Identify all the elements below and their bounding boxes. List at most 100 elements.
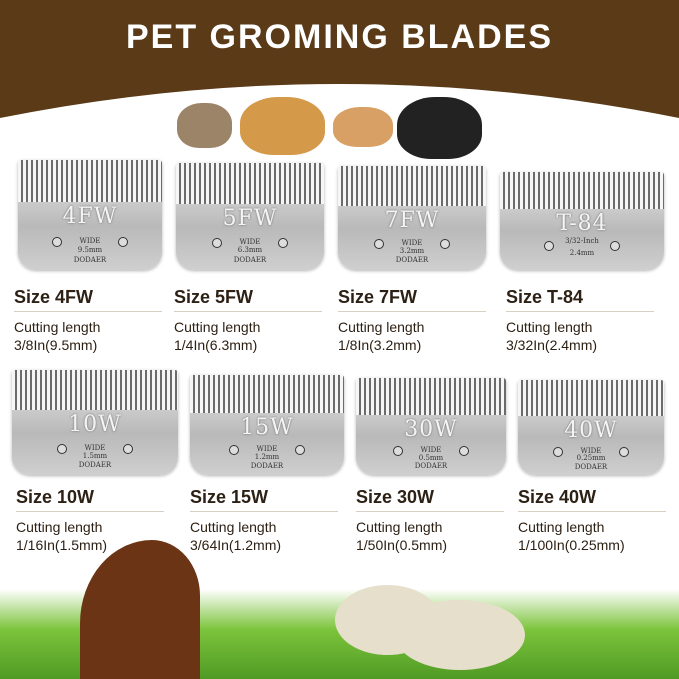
size-label: Size 5FW xyxy=(174,287,322,312)
blade-code: 15W xyxy=(240,415,294,440)
horse-photo xyxy=(80,540,200,679)
blade-code: T-84 xyxy=(556,211,608,237)
blade-teeth xyxy=(190,375,344,413)
blade-label: Size 40W Cutting length 1/100In(0.25mm) xyxy=(518,487,666,554)
cutting-length: 3/64In(1.2mm) xyxy=(190,537,282,553)
blade-teeth xyxy=(500,172,664,210)
cutting-label: Cutting length xyxy=(190,519,277,535)
blade-teeth xyxy=(518,380,664,417)
cutting-label: Cutting length xyxy=(518,519,605,535)
blade-wide: 3/32-Inch xyxy=(565,236,599,245)
blade-brand: DODAER xyxy=(78,461,112,470)
blade-image: 15W WIDE 1.2mm DODAER xyxy=(190,375,344,475)
blade-wide: WIDE xyxy=(256,445,278,453)
blade-mm: 2.4mm xyxy=(569,249,595,258)
cutting-info: Cutting length 3/8In(9.5mm) xyxy=(14,318,162,354)
blade-code: 4FW xyxy=(62,204,118,229)
blade-wide: WIDE xyxy=(401,238,423,247)
blade-mm: 0.5mm xyxy=(418,453,444,462)
blade-code: 30W xyxy=(404,416,458,442)
blade-code: 10W xyxy=(68,412,122,437)
blade-mm: 6.3mm xyxy=(237,246,263,255)
blade-teeth xyxy=(338,166,486,206)
screw-icon xyxy=(229,445,239,455)
cutting-info: Cutting length 3/64In(1.2mm) xyxy=(190,518,338,554)
golden-dog-photo xyxy=(240,97,325,155)
screw-icon xyxy=(553,446,563,457)
cutting-label: Cutting length xyxy=(14,319,101,335)
blade-mm: 3.2mm xyxy=(399,247,425,256)
orange-cat-photo xyxy=(333,107,393,147)
blade-label: Size 5FW Cutting length 1/4In(6.3mm) xyxy=(174,287,322,354)
size-label: Size 7FW xyxy=(338,287,486,312)
blade-code: 7FW xyxy=(384,207,440,233)
blade-image: 5FW WIDE 6.3mm DODAER xyxy=(176,163,324,270)
screw-icon xyxy=(440,238,450,249)
cutting-label: Cutting length xyxy=(338,319,425,335)
cutting-info: Cutting length 1/16In(1.5mm) xyxy=(16,518,164,554)
screw-icon xyxy=(212,237,222,248)
blade-mm: 1.5mm xyxy=(82,451,108,460)
size-label: Size T-84 xyxy=(506,287,654,312)
size-label: Size 4FW xyxy=(14,287,162,312)
size-label: Size 30W xyxy=(356,487,504,512)
screw-icon xyxy=(118,237,128,247)
blade-image: 10W WIDE 1.5mm DODAER xyxy=(12,370,178,475)
blade-mm: 1.2mm xyxy=(254,453,280,461)
blade-wide: WIDE xyxy=(580,446,602,455)
blade-label: Size T-84 Cutting length 3/32In(2.4mm) xyxy=(506,287,654,354)
cutting-length: 1/16In(1.5mm) xyxy=(16,537,108,553)
blade-label: Size 4FW Cutting length 3/8In(9.5mm) xyxy=(14,287,162,354)
size-label: Size 15W xyxy=(190,487,338,512)
screw-icon xyxy=(52,237,62,247)
cutting-length: 1/50In(0.5mm) xyxy=(356,537,448,553)
blade-image: 4FW WIDE 9.5mm DODAER xyxy=(18,160,162,270)
blade-brand: DODAER xyxy=(574,462,608,471)
cutting-info: Cutting length 1/8In(3.2mm) xyxy=(338,318,486,354)
blade-teeth xyxy=(18,160,162,202)
blade-mm: 9.5mm xyxy=(77,245,103,254)
cutting-length: 1/4In(6.3mm) xyxy=(174,337,258,353)
cutting-info: Cutting length 3/32In(2.4mm) xyxy=(506,318,654,354)
blade-brand: DODAER xyxy=(73,255,107,264)
black-dog-photo xyxy=(397,97,482,159)
blade-brand: DODAER xyxy=(395,256,429,265)
blade-image: 40W WIDE 0.25mm DODAER xyxy=(518,380,664,475)
screw-icon xyxy=(544,240,554,251)
blade-code: 40W xyxy=(564,418,618,443)
blade-label: Size 10W Cutting length 1/16In(1.5mm) xyxy=(16,487,164,554)
blade-label: Size 7FW Cutting length 1/8In(3.2mm) xyxy=(338,287,486,354)
pet-photos xyxy=(175,95,485,160)
cutting-label: Cutting length xyxy=(506,319,593,335)
cutting-length: 1/100In(0.25mm) xyxy=(518,537,625,553)
screw-icon xyxy=(374,238,384,249)
cutting-info: Cutting length 1/100In(0.25mm) xyxy=(518,518,666,554)
size-label: Size 40W xyxy=(518,487,666,512)
cutting-info: Cutting length 1/4In(6.3mm) xyxy=(174,318,322,354)
screw-icon xyxy=(123,443,133,454)
screw-icon xyxy=(278,237,288,248)
blade-image: 30W WIDE 0.5mm DODAER xyxy=(356,378,506,475)
blade-brand: DODAER xyxy=(250,462,284,470)
size-label: Size 10W xyxy=(16,487,164,512)
blade-teeth xyxy=(176,163,324,204)
blade-image: T-84 3/32-Inch 2.4mm xyxy=(500,172,664,270)
screw-icon xyxy=(57,443,67,454)
blade-teeth xyxy=(356,378,506,415)
blade-wide: WIDE xyxy=(239,237,261,246)
blade-teeth xyxy=(12,370,178,410)
blade-brand: DODAER xyxy=(414,462,448,471)
cutting-info: Cutting length 1/50In(0.5mm) xyxy=(356,518,504,554)
cutting-label: Cutting length xyxy=(356,519,443,535)
blade-wide: WIDE xyxy=(420,445,442,454)
cutting-label: Cutting length xyxy=(16,519,103,535)
cat-photo xyxy=(177,103,232,148)
cutting-length: 3/8In(9.5mm) xyxy=(14,337,98,353)
sheep-photo xyxy=(395,600,525,670)
blade-label: Size 30W Cutting length 1/50In(0.5mm) xyxy=(356,487,504,554)
blade-wide: WIDE xyxy=(79,237,101,245)
blade-mm: 0.25mm xyxy=(576,454,606,463)
page-title: PET GROMING BLADES xyxy=(125,18,554,56)
blade-brand: DODAER xyxy=(233,256,267,265)
screw-icon xyxy=(295,445,305,455)
